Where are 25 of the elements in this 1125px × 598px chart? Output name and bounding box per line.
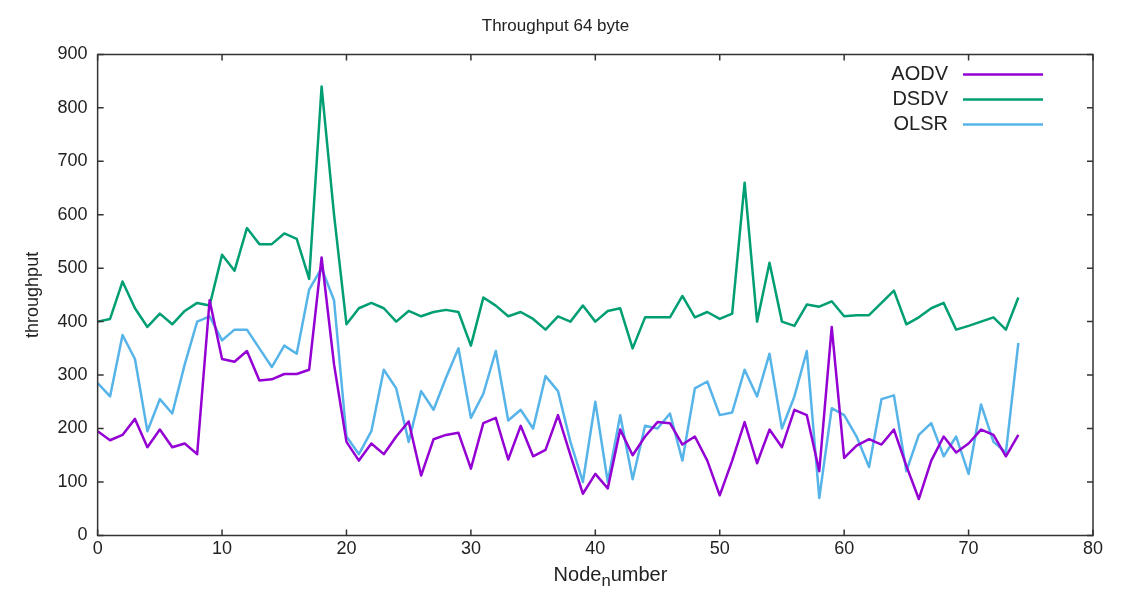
x-tick-label: 30 — [460, 538, 481, 559]
y-tick-label: 900 — [57, 43, 88, 64]
x-tick-label: 60 — [834, 538, 855, 559]
y-tick-label: 600 — [57, 203, 88, 224]
legend-label: DSDV — [892, 86, 949, 109]
x-axis-title: Node$_{n}$umber — [552, 563, 669, 591]
legend-label: AODV — [891, 61, 949, 84]
y-tick-label: 800 — [57, 96, 88, 117]
x-tick-label: 50 — [709, 538, 730, 559]
x-tick-label: 0 — [92, 538, 103, 559]
y-axis-title: throughput — [21, 251, 42, 338]
x-tick-label: 10 — [212, 538, 233, 559]
chart-title: Throughput 64 byte — [481, 15, 630, 35]
y-tick-label: 100 — [57, 470, 88, 491]
y-tick-label: 700 — [57, 150, 88, 171]
y-tick-label: 500 — [57, 257, 88, 278]
legend-label: OLSR — [893, 111, 948, 134]
x-tick-label: 20 — [336, 538, 357, 559]
y-tick-label: 200 — [57, 417, 88, 438]
x-tick-label: 70 — [958, 538, 979, 559]
x-tick-label: 80 — [1082, 538, 1104, 559]
x-tick-label: 40 — [585, 538, 606, 559]
y-tick-label: 400 — [57, 310, 88, 331]
y-tick-label: 300 — [57, 364, 88, 385]
y-tick-label: 0 — [77, 524, 88, 545]
